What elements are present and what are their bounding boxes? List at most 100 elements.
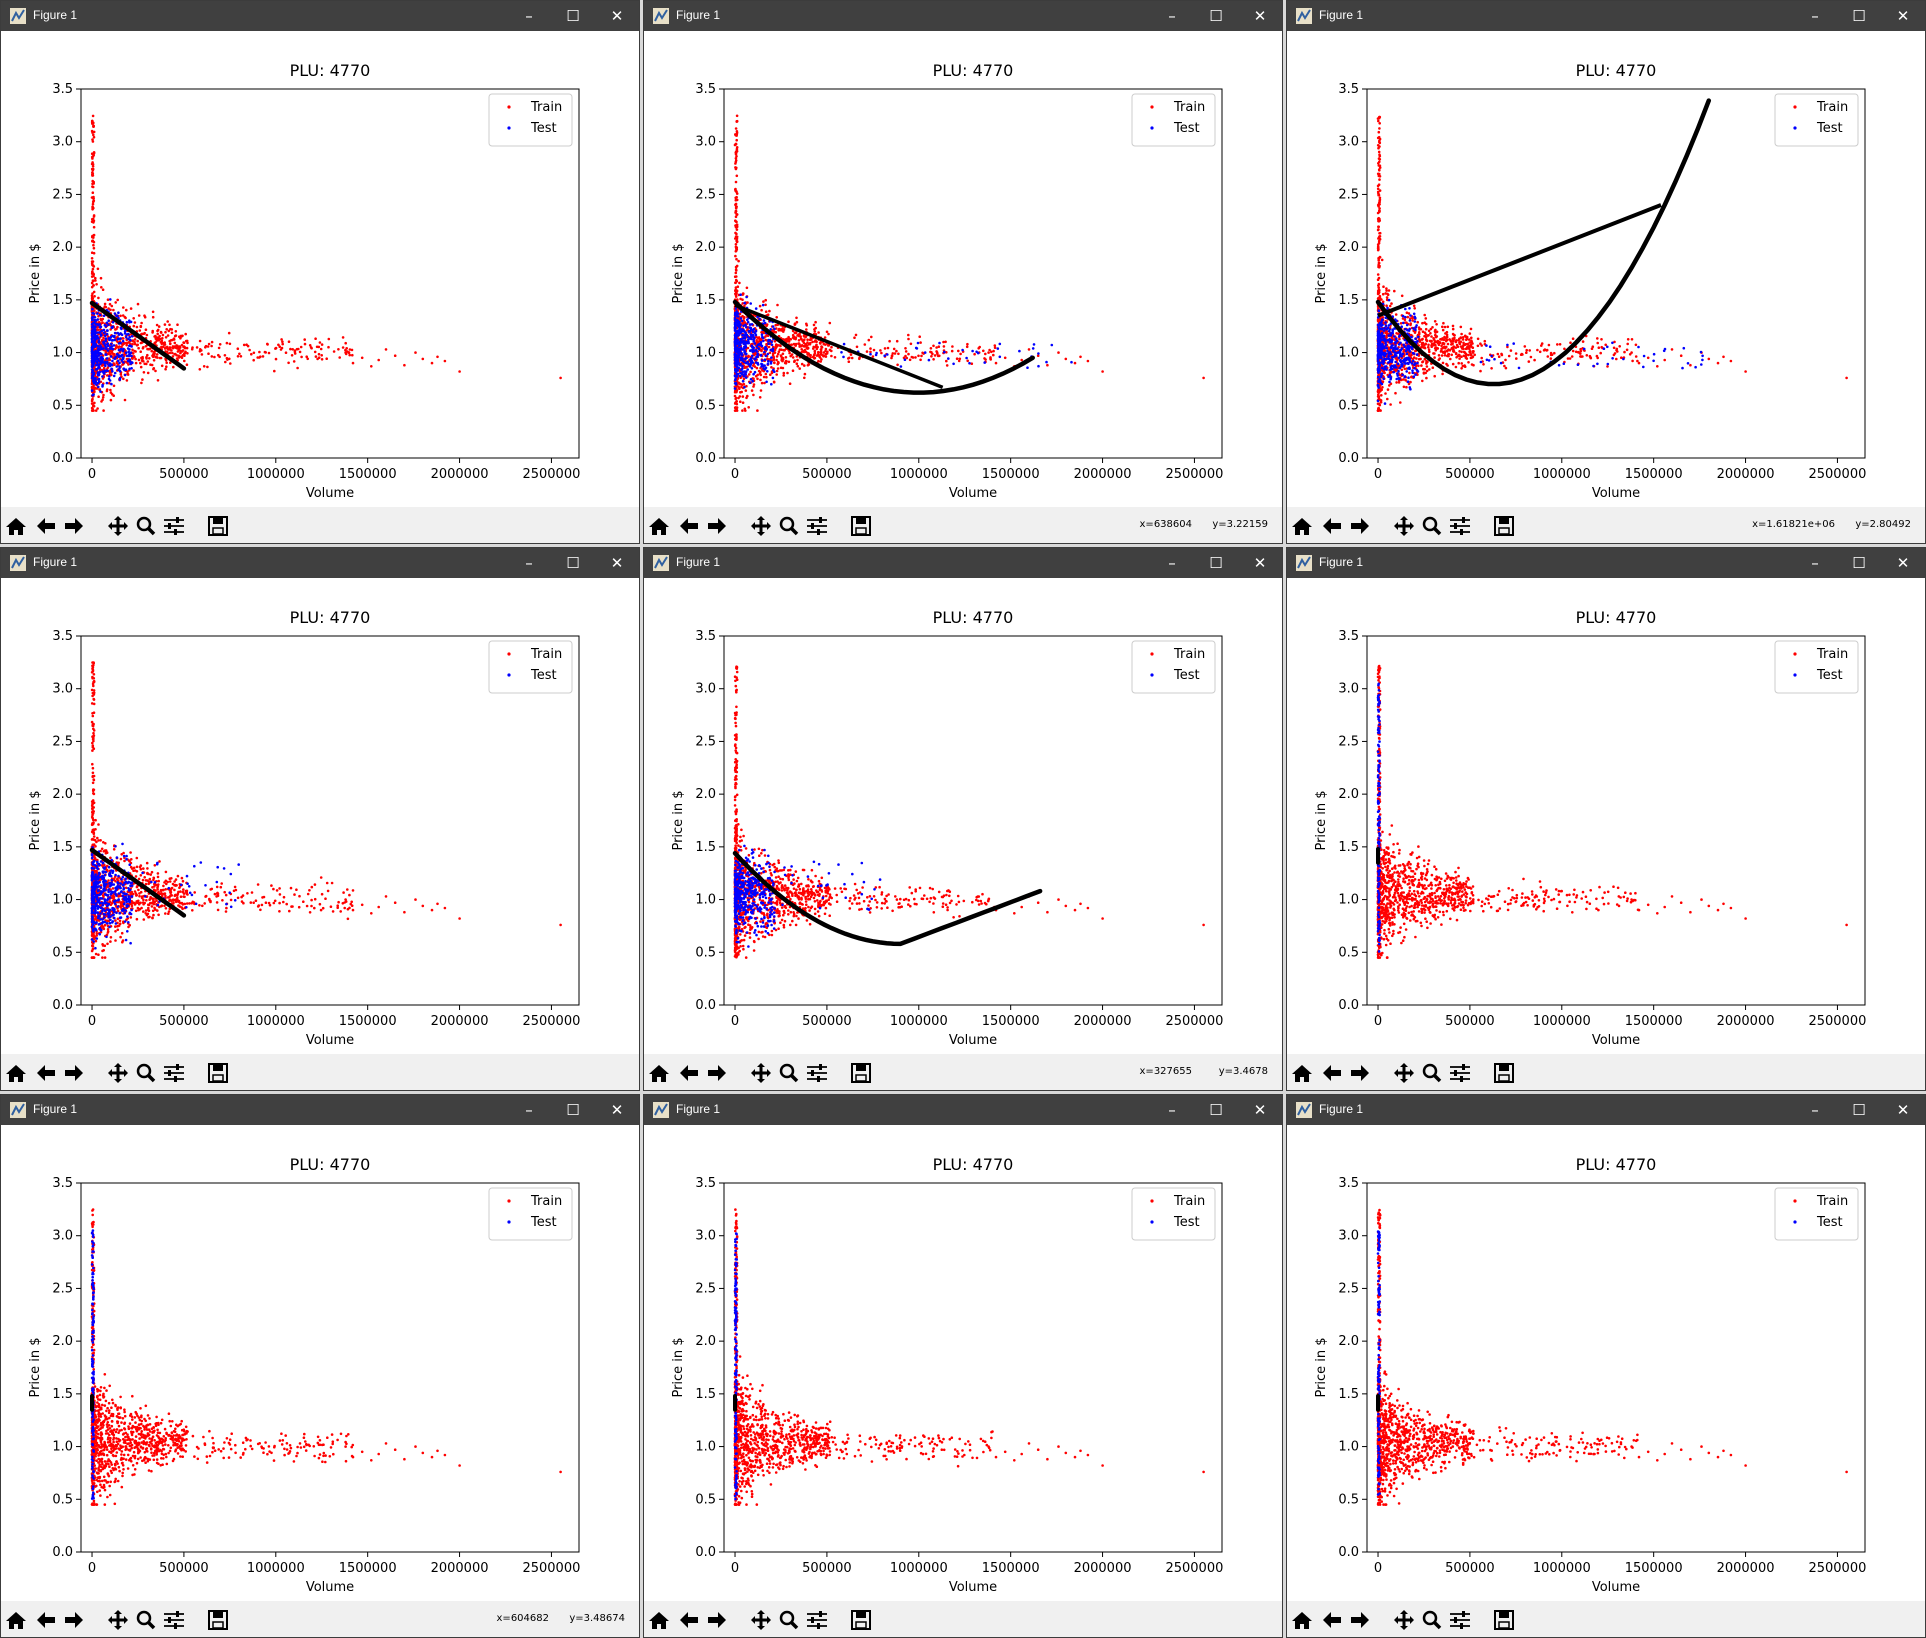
train-point bbox=[1462, 341, 1465, 345]
close-button[interactable]: ✕ bbox=[1896, 7, 1910, 25]
test-point bbox=[751, 329, 754, 332]
train-point bbox=[1626, 338, 1630, 341]
forward-arrow-button[interactable] bbox=[61, 514, 87, 538]
train-point bbox=[786, 371, 789, 375]
test-point bbox=[92, 343, 95, 346]
train-point bbox=[1558, 343, 1562, 346]
x-tick-label: 2500000 bbox=[522, 467, 580, 482]
save-button[interactable] bbox=[205, 514, 231, 538]
configure-subplots-button[interactable] bbox=[161, 514, 187, 538]
train-point bbox=[1454, 340, 1458, 344]
zoom-button[interactable] bbox=[776, 514, 802, 538]
plot-canvas[interactable]: PLU: 4770 0.0 0.5 1.0 1.5 2.0 2.5 3.0 3.5 0 500000… bbox=[1287, 31, 1925, 509]
window-titlebar[interactable]: Figure 1– ☐ ✕ bbox=[644, 1, 1282, 31]
close-button[interactable]: ✕ bbox=[1253, 7, 1267, 25]
minimize-button[interactable]: – bbox=[1811, 7, 1819, 25]
train-point bbox=[1383, 349, 1387, 353]
maximize-button[interactable]: ☐ bbox=[1852, 7, 1866, 25]
test-point bbox=[1416, 361, 1419, 365]
test-point bbox=[127, 354, 131, 358]
home-button[interactable] bbox=[3, 514, 29, 538]
train-point bbox=[1448, 349, 1452, 352]
test-point bbox=[1402, 321, 1405, 325]
train-point bbox=[1416, 320, 1419, 324]
train-point bbox=[1427, 329, 1431, 333]
train-point bbox=[1395, 381, 1398, 384]
plot-canvas[interactable]: PLU: 4770 0.0 0.5 1.0 1.5 2.0 2.5 3.0 3.5 0 500000… bbox=[644, 31, 1282, 509]
train-point bbox=[733, 402, 737, 405]
train-point bbox=[1620, 356, 1623, 360]
window-titlebar[interactable]: Figure 1– ☐ ✕ bbox=[1, 1, 639, 31]
train-point bbox=[914, 356, 917, 359]
train-point bbox=[1376, 190, 1380, 194]
test-point bbox=[97, 365, 100, 369]
train-point bbox=[776, 367, 780, 370]
train-point bbox=[122, 306, 125, 309]
test-point bbox=[761, 335, 764, 339]
window-titlebar[interactable]: Figure 1– ☐ ✕ bbox=[1287, 1, 1925, 31]
train-point bbox=[1388, 371, 1392, 375]
test-point bbox=[751, 379, 754, 383]
train-point bbox=[92, 402, 95, 405]
test-point bbox=[112, 335, 116, 339]
train-point bbox=[91, 165, 95, 168]
test-point bbox=[1384, 321, 1387, 324]
train-point bbox=[92, 274, 95, 278]
train-point bbox=[293, 350, 297, 354]
train-point bbox=[735, 174, 739, 178]
zoom-button[interactable] bbox=[133, 514, 159, 538]
forward-arrow-button[interactable] bbox=[704, 514, 730, 538]
train-point bbox=[891, 352, 895, 355]
train-point bbox=[822, 351, 826, 354]
train-point bbox=[950, 349, 954, 353]
train-point bbox=[91, 171, 94, 174]
train-point bbox=[769, 373, 772, 377]
test-point bbox=[1387, 298, 1391, 302]
train-point bbox=[1377, 162, 1380, 165]
test-point bbox=[771, 376, 775, 380]
test-point bbox=[749, 333, 752, 336]
test-point bbox=[98, 370, 102, 374]
close-button[interactable]: ✕ bbox=[610, 7, 624, 25]
test-point bbox=[103, 331, 106, 334]
train-point bbox=[1441, 361, 1445, 365]
train-point bbox=[883, 347, 887, 350]
maximize-button[interactable]: ☐ bbox=[566, 7, 580, 25]
train-point bbox=[796, 358, 799, 362]
home-button[interactable] bbox=[646, 514, 672, 538]
pan-button[interactable] bbox=[748, 514, 774, 538]
train-point bbox=[105, 389, 109, 393]
minimize-button[interactable]: – bbox=[1168, 7, 1176, 25]
train-point bbox=[142, 332, 146, 336]
x-tick-label: 1500000 bbox=[339, 467, 397, 482]
train-point bbox=[169, 327, 172, 331]
train-point bbox=[136, 302, 140, 306]
y-tick-label: 0.0 bbox=[52, 451, 73, 466]
train-point bbox=[747, 373, 751, 376]
train-point bbox=[897, 352, 900, 356]
train-point bbox=[327, 337, 331, 341]
test-point bbox=[1400, 325, 1403, 329]
train-point bbox=[1377, 265, 1380, 269]
back-arrow-button[interactable] bbox=[676, 514, 702, 538]
train-point bbox=[1456, 345, 1460, 349]
plot-canvas[interactable]: PLU: 4770 0.0 0.5 1.0 1.5 2.0 2.5 3.0 3.5 0 500000… bbox=[1, 31, 639, 509]
test-point bbox=[1416, 339, 1419, 343]
pan-button[interactable] bbox=[105, 514, 131, 538]
train-point bbox=[1422, 367, 1425, 371]
configure-subplots-button[interactable] bbox=[804, 514, 830, 538]
save-button[interactable] bbox=[848, 514, 874, 538]
back-arrow-button[interactable] bbox=[33, 514, 59, 538]
test-point bbox=[769, 348, 772, 352]
train-point bbox=[957, 359, 961, 363]
train-point bbox=[773, 351, 777, 354]
maximize-button[interactable]: ☐ bbox=[1209, 7, 1223, 25]
train-point bbox=[1596, 341, 1599, 345]
train-point bbox=[1381, 386, 1384, 389]
test-point bbox=[1384, 339, 1388, 342]
test-point bbox=[91, 394, 94, 397]
test-point bbox=[112, 344, 116, 347]
train-point bbox=[1377, 150, 1381, 154]
minimize-button[interactable]: – bbox=[525, 7, 533, 25]
train-point bbox=[248, 348, 251, 352]
